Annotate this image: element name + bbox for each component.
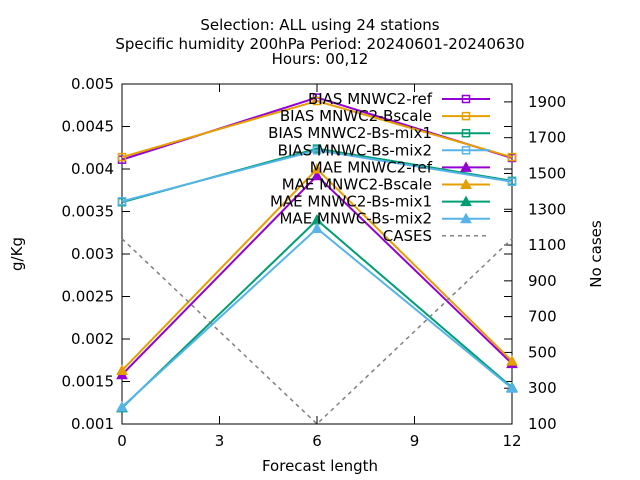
x-tick-label: 9	[410, 432, 420, 450]
title-line-1: Selection: ALL using 24 stations	[200, 16, 439, 34]
series-line-8	[121, 238, 513, 426]
y-tick-label: 0.004	[71, 160, 114, 178]
title-line-3: Hours: 00,12	[272, 50, 369, 68]
y2-tick-label: 1300	[528, 200, 566, 218]
y2-tick-label: 100	[528, 415, 557, 433]
plot-area: 0.001 0.0015 0.002 0.0025 0.003 0.0035 0.004 0.…	[62, 75, 567, 450]
chart-title: Selection: ALL using 24 stations Specifi…	[115, 16, 524, 68]
y2-tick-label: 1100	[528, 236, 566, 254]
y2-tick-label: 500	[528, 343, 557, 361]
data-point	[117, 152, 127, 162]
data-point	[312, 146, 322, 155]
y-tick-label: 0.002	[71, 330, 114, 348]
series-line-7	[121, 227, 513, 408]
y-tick-label: 0.001	[71, 415, 114, 433]
legend-marker	[460, 212, 472, 224]
legend-label: BIAS MNWC2-Bs-mix1	[268, 124, 432, 142]
y-tick-label: 0.003	[71, 245, 114, 263]
y2-axis-label: No cases	[587, 220, 605, 288]
data-point	[506, 355, 518, 366]
y2-tick-label: 900	[528, 272, 557, 290]
x-axis-label: Forecast length	[262, 457, 378, 475]
data-point	[116, 364, 128, 375]
series-line-1	[121, 99, 513, 159]
data-point	[312, 96, 322, 106]
y-tick-label: 0.005	[71, 75, 114, 93]
y-tick-label: 0.0035	[62, 203, 115, 221]
x-tick-label: 6	[312, 432, 322, 450]
legend-label: BIAS MNWC2-ref	[308, 90, 433, 108]
legend-marker	[461, 111, 471, 121]
data-point	[117, 197, 127, 206]
y2-tick-label: 300	[528, 379, 557, 397]
y2-tick-label: 1900	[528, 93, 566, 111]
data-point	[311, 222, 323, 233]
y-tick-label: 0.0045	[62, 118, 115, 136]
x-tick-label: 0	[117, 432, 127, 450]
legend-marker	[460, 178, 472, 189]
legend-marker	[460, 161, 472, 172]
x-tick-label: 12	[502, 432, 521, 450]
legend-label: MAE MNWC2-Bscale	[282, 176, 432, 194]
y-axis-label: g/Kg	[8, 237, 26, 271]
legend-marker	[461, 94, 471, 104]
legend-label: MAE MNWC2-Bs-mix1	[270, 193, 432, 211]
data-point	[311, 162, 323, 174]
data-point	[116, 400, 128, 412]
series-line-3	[121, 149, 513, 203]
legend-label: MAE MNWC2-ref	[310, 158, 433, 176]
legend-marker	[461, 128, 471, 138]
legend-label: BIAS MNWC-Bs-mix2	[278, 141, 432, 159]
legend-marker	[461, 146, 471, 155]
legend-label: CASES	[383, 227, 432, 245]
data-point	[507, 152, 517, 162]
y-tick-label: 0.0025	[62, 288, 115, 306]
legend-label: MAE MNWC-Bs-mix2	[279, 210, 432, 228]
y2-tick-label: 700	[528, 308, 557, 326]
x-tick-label: 3	[215, 432, 225, 450]
title-line-2: Specific humidity 200hPa Period: 2024060…	[115, 35, 524, 53]
y2-tick-label: 1500	[528, 164, 566, 182]
data-point	[507, 177, 517, 186]
y-tick-label: 0.0015	[62, 373, 115, 391]
y2-tick-label: 1700	[528, 129, 566, 147]
legend-marker	[460, 195, 472, 207]
data-point	[506, 382, 518, 393]
legend-label: BIAS MNWC2-Bscale	[280, 107, 432, 125]
data-point	[311, 169, 323, 181]
